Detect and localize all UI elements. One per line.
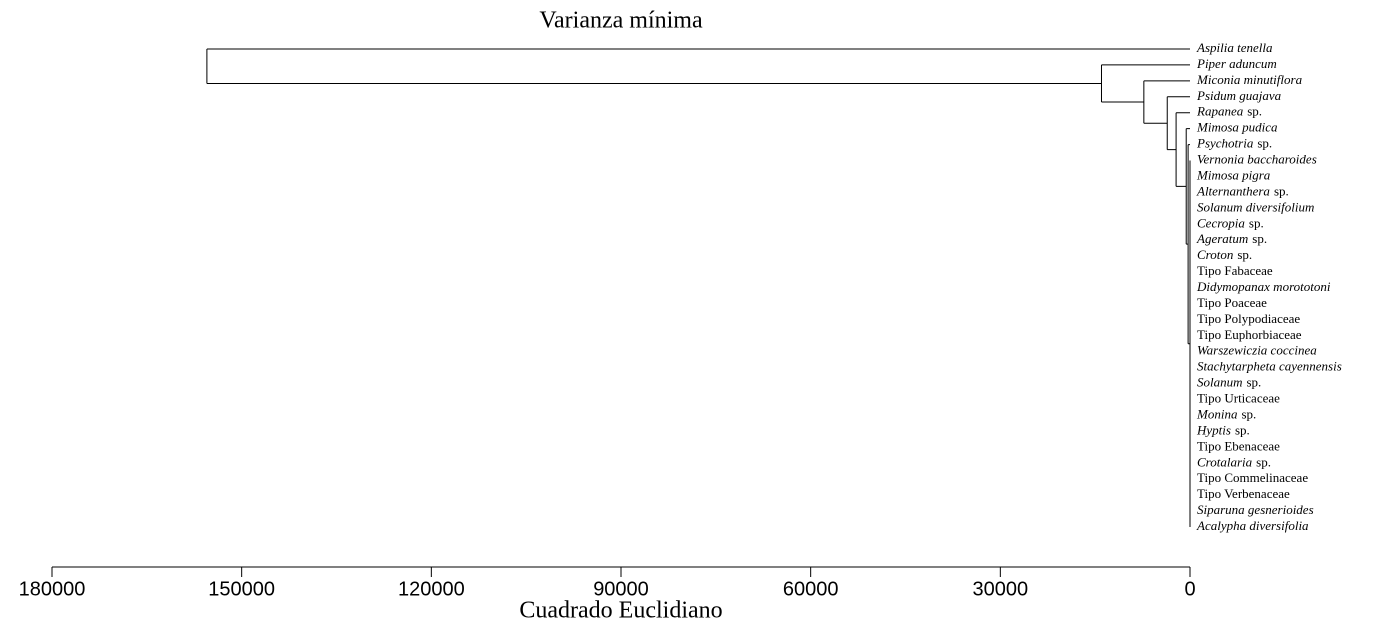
merge-bracket (1100, 64, 1190, 103)
leaf-label-part: Alternanthera (1196, 183, 1270, 198)
leaf-label: Croton sp. (1197, 247, 1252, 262)
leaf-label: Aspilia tenella (1196, 40, 1273, 55)
leaf-label-part: Tipo Urticaceae (1197, 391, 1280, 406)
leaf-label: Solanum diversifolium (1197, 199, 1314, 214)
leaf-label: Acalypha diversifolia (1196, 518, 1309, 533)
leaf-label: Tipo Poaceae (1197, 295, 1267, 310)
x-tick-label: 60000 (783, 578, 839, 600)
leaf-label-part: Tipo Commelinaceae (1197, 470, 1308, 485)
leaf-label-part: sp. (1274, 183, 1289, 198)
x-tick-label: 180000 (19, 578, 86, 600)
leaf-label-part: Psychotria (1196, 136, 1254, 151)
leaf-label-part: Tipo Fabaceae (1197, 263, 1273, 278)
leaf-label-part: Tipo Ebenaceae (1197, 438, 1280, 453)
leaf-label-part: sp. (1241, 406, 1256, 421)
x-axis-title: Cuadrado Euclidiano (519, 598, 722, 624)
leaf-label-part: sp. (1256, 454, 1271, 469)
leaf-label: Tipo Urticaceae (1197, 391, 1280, 406)
leaf-label-part: sp. (1237, 247, 1252, 262)
leaf-label: Cecropia sp. (1197, 215, 1264, 230)
leaf-label-part: Mimosa pudica (1196, 120, 1278, 135)
leaf-label: Tipo Ebenaceae (1197, 438, 1280, 453)
leaf-label-part: Solanum diversifolium (1197, 199, 1314, 214)
leaf-label: Rapanea sp. (1196, 104, 1262, 119)
leaf-label-part: Mimosa pigra (1196, 167, 1271, 182)
leaf-label: Psychotria sp. (1196, 136, 1272, 151)
leaf-label-part: Crotalaria (1197, 454, 1253, 469)
chart-title: Varianza mínima (539, 8, 703, 34)
x-tick-label: 150000 (208, 578, 275, 600)
leaf-label-part: Vernonia baccharoides (1197, 152, 1317, 167)
leaf-label: Solanum sp. (1197, 375, 1261, 390)
leaf-label-part: sp. (1252, 231, 1267, 246)
leaf-label-part: Tipo Poaceae (1197, 295, 1267, 310)
leaf-label-part: Tipo Verbenaceae (1197, 486, 1290, 501)
leaf-label-part: Croton (1197, 247, 1233, 262)
merge-bracket (1185, 128, 1190, 245)
leaf-label: Didymopanax morototoni (1196, 279, 1331, 294)
leaf-label: Mimosa pigra (1196, 167, 1271, 182)
leaf-label: Tipo Commelinaceae (1197, 470, 1308, 485)
leaf-label: Crotalaria sp. (1197, 454, 1271, 469)
leaf-label-part: Monina (1196, 406, 1238, 421)
leaf-label: Monina sp. (1196, 406, 1256, 421)
leaf-label: Tipo Verbenaceae (1197, 486, 1290, 501)
leaf-label-part: sp. (1249, 215, 1264, 230)
leaf-label-part: Siparuna gesnerioides (1197, 502, 1314, 517)
leaf-label-part: Miconia minutiflora (1196, 72, 1303, 87)
leaf-label-part: Cecropia (1197, 215, 1245, 230)
leaf-label-part: Tipo Euphorbiaceae (1197, 327, 1302, 342)
leaf-label-part: sp. (1247, 104, 1262, 119)
x-tick-label: 90000 (593, 578, 649, 600)
leaf-label-part: Aspilia tenella (1196, 40, 1273, 55)
leaf-label-part: sp. (1247, 375, 1262, 390)
leaf-label: Stachytarpheta cayennensis (1197, 359, 1342, 374)
leaf-label-part: Warszewiczia coccinea (1197, 343, 1317, 358)
merge-bracket (1143, 80, 1190, 124)
leaf-label: Tipo Euphorbiaceae (1197, 327, 1302, 342)
leaf-label: Piper aduncum (1196, 56, 1277, 71)
leaf-label: Hyptis sp. (1196, 422, 1250, 437)
merge-bracket (206, 48, 1190, 84)
leaf-label: Tipo Fabaceae (1197, 263, 1273, 278)
leaf-label-part: Acalypha diversifolia (1196, 518, 1309, 533)
leaf-label-part: Didymopanax morototoni (1196, 279, 1331, 294)
leaf-label-part: Psidum guajava (1196, 88, 1282, 103)
leaf-label: Miconia minutiflora (1196, 72, 1303, 87)
leaf-label: Mimosa pudica (1196, 120, 1278, 135)
leaf-label: Ageratum sp. (1196, 231, 1267, 246)
leaf-label: Psidum guajava (1196, 88, 1282, 103)
x-tick-label: 120000 (398, 578, 465, 600)
leaf-label-part: Rapanea (1196, 104, 1244, 119)
leaf-label-part: Solanum (1197, 375, 1243, 390)
x-tick-label: 30000 (973, 578, 1029, 600)
leaf-label: Tipo Polypodiaceae (1197, 311, 1300, 326)
leaf-label: Siparuna gesnerioides (1197, 502, 1314, 517)
leaf-label-part: sp. (1235, 422, 1250, 437)
leaf-label-part: Ageratum (1196, 231, 1248, 246)
leaf-label: Alternanthera sp. (1196, 183, 1289, 198)
leaf-label: Vernonia baccharoides (1197, 152, 1317, 167)
leaf-label-part: Stachytarpheta cayennensis (1197, 359, 1342, 374)
leaf-label-part: Tipo Polypodiaceae (1197, 311, 1300, 326)
leaf-label-part: Piper aduncum (1196, 56, 1277, 71)
leaf-label-part: Hyptis (1196, 422, 1231, 437)
leaf-label: Warszewiczia coccinea (1197, 343, 1317, 358)
x-tick-label: 0 (1184, 578, 1195, 600)
leaf-label-part: sp. (1257, 136, 1272, 151)
